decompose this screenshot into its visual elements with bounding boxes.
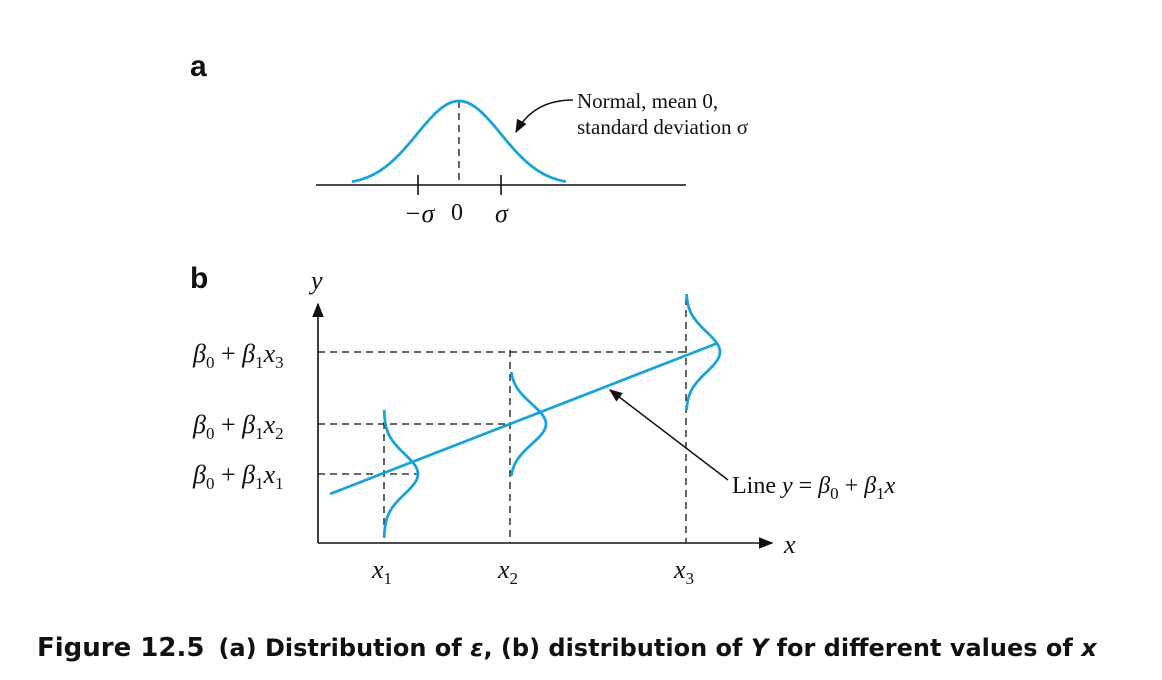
level-label-x2: β0 + β1x2 bbox=[192, 410, 284, 443]
annotation-line-1: Normal, mean 0, bbox=[577, 89, 718, 113]
annotation-arrow-a bbox=[515, 99, 574, 134]
level-label-x1: β0 + β1x1 bbox=[192, 460, 284, 493]
level-label-x3: β0 + β1x3 bbox=[192, 339, 284, 372]
figure-caption: Figure 12.5 (a) Distribution of ε, (b) di… bbox=[37, 633, 1098, 663]
line-annotation: Line y = β0 + β1x bbox=[732, 473, 896, 503]
normal-curve-a bbox=[351, 99, 567, 184]
density-curve-x1 bbox=[382, 409, 420, 539]
panel-a: a −σ 0 σ Normal, mean 0, standard deviat… bbox=[190, 50, 748, 228]
panel-b: b y x β0 + β1x3 β0 + β1x2 β0 + β1x1 bbox=[190, 262, 896, 588]
density-curve-x3 bbox=[685, 293, 722, 411]
y-axis-label: y bbox=[308, 266, 323, 295]
tick-label-zero: 0 bbox=[451, 200, 463, 226]
tick-label-neg-sigma: −σ bbox=[404, 199, 436, 228]
tick-label-sigma: σ bbox=[495, 199, 509, 228]
line-annotation-arrow bbox=[608, 389, 729, 481]
panel-a-letter: a bbox=[190, 50, 207, 83]
x-axis-label: x bbox=[783, 530, 796, 559]
annotation-line-2: standard deviation σ bbox=[577, 115, 748, 139]
x-tick-label-1: x1 bbox=[371, 555, 392, 588]
density-curve-x2 bbox=[509, 371, 548, 477]
x-tick-label-2: x2 bbox=[497, 555, 518, 588]
regression-line bbox=[329, 341, 719, 496]
panel-b-letter: b bbox=[190, 262, 208, 295]
x-tick-label-3: x3 bbox=[673, 555, 694, 588]
